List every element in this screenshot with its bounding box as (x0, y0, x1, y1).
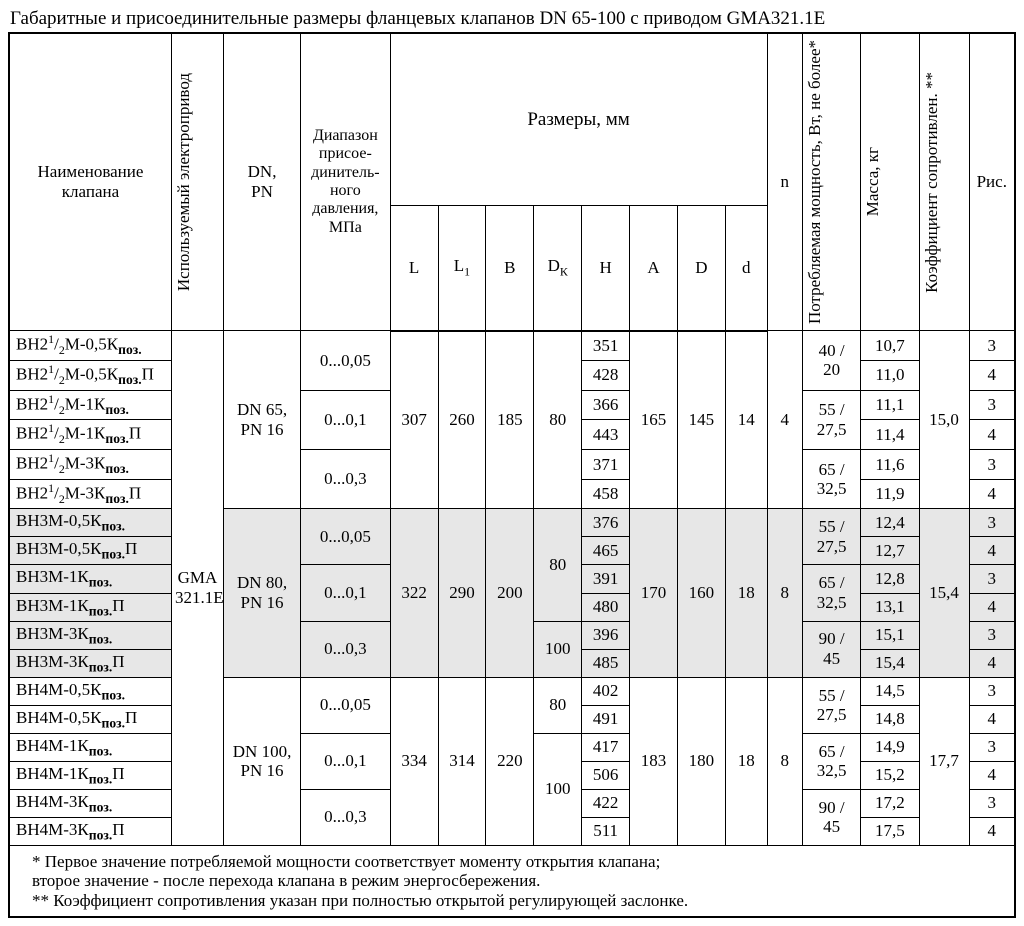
valve-name: ВН3М-3Кпоз.П (9, 649, 171, 677)
valve-name: ВН4М-3Кпоз. (9, 789, 171, 817)
valve-name: ВН21/2М-3Кпоз. (9, 449, 171, 479)
valve-name: ВН21/2М-0,5Кпоз.П (9, 360, 171, 390)
valve-name: ВН3М-1Кпоз.П (9, 593, 171, 621)
valve-name: ВН3М-1Кпоз. (9, 565, 171, 593)
valve-name: ВН4М-3Кпоз.П (9, 817, 171, 845)
valve-name: ВН21/2М-3Кпоз.П (9, 479, 171, 509)
valve-name: ВН21/2М-1Кпоз. (9, 390, 171, 420)
valve-name: ВН4М-1Кпоз.П (9, 761, 171, 789)
valve-name: ВН4М-1Кпоз. (9, 733, 171, 761)
valve-name: ВН21/2М-0,5Кпоз. (9, 331, 171, 361)
valve-name: ВН4М-0,5Кпоз. (9, 677, 171, 705)
valve-name: ВН3М-0,5Кпоз.П (9, 537, 171, 565)
table-footnotes: * Первое значение потребляемой мощности … (9, 845, 1015, 917)
valve-name: ВН3М-0,5Кпоз. (9, 509, 171, 537)
valve-name: ВН21/2М-1Кпоз.П (9, 420, 171, 450)
valve-name: ВН4М-0,5Кпоз.П (9, 705, 171, 733)
table-title: Габаритные и присоединительные размеры ф… (8, 8, 1016, 30)
valve-dimensions-table: Наименование клапанаИспользуемый электро… (8, 32, 1016, 918)
valve-name: ВН3М-3Кпоз. (9, 621, 171, 649)
